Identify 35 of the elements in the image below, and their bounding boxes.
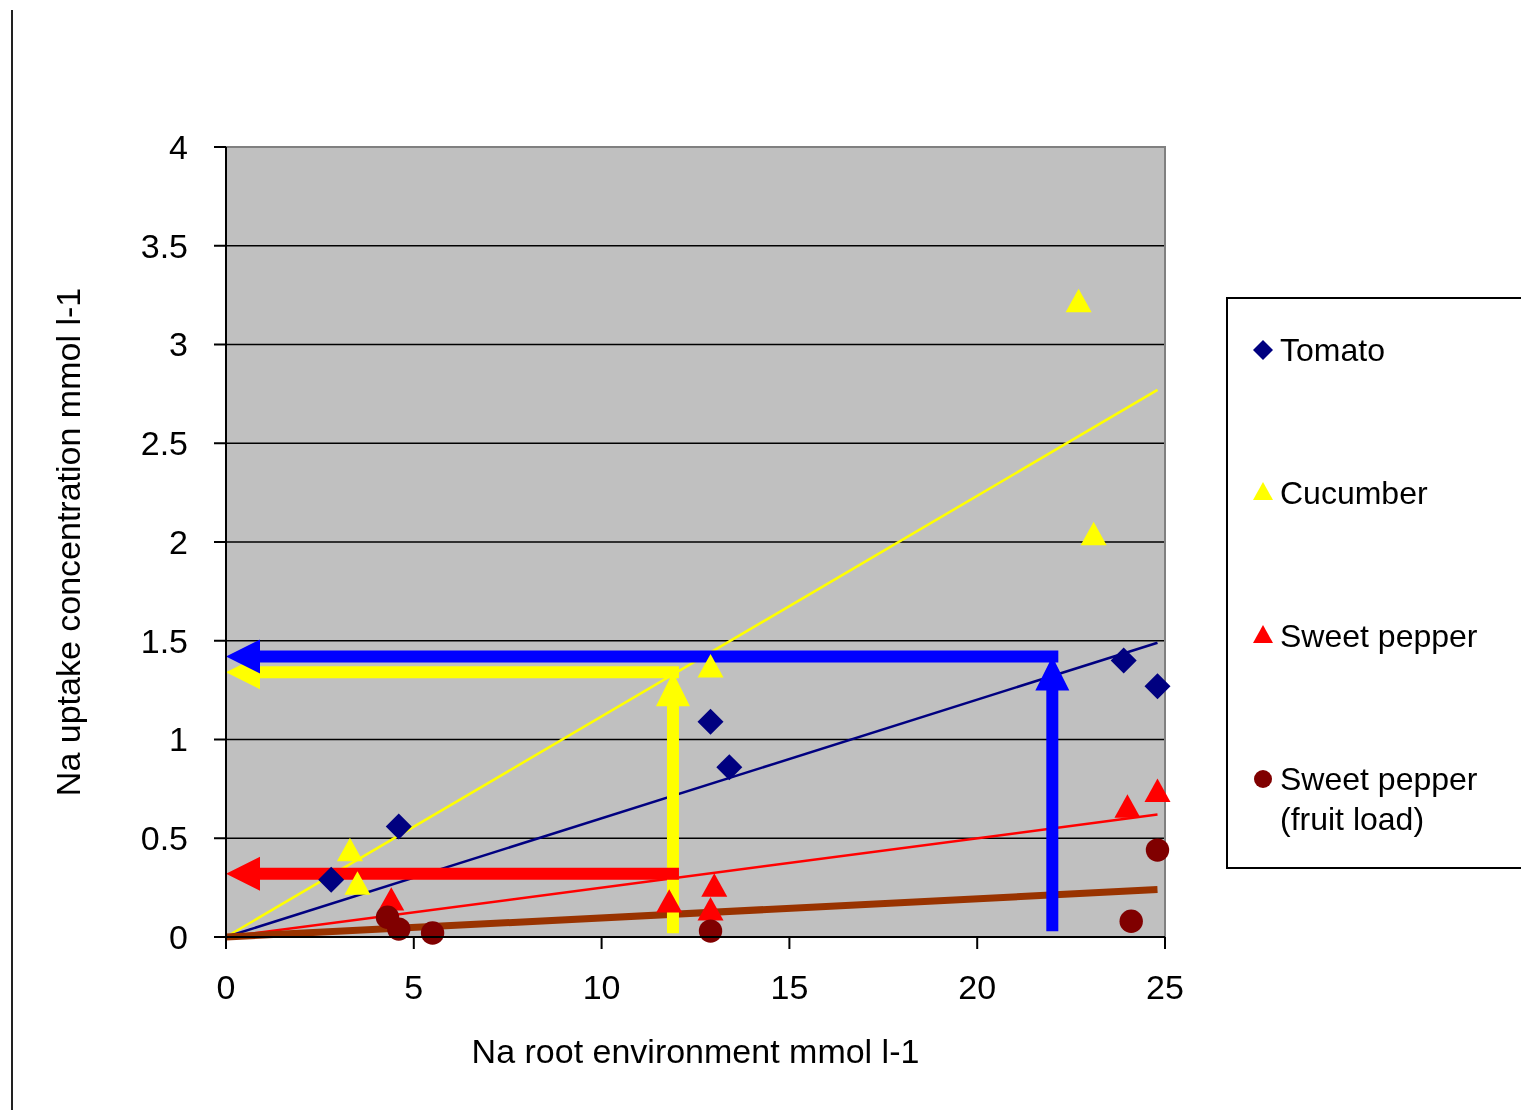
x-tick-label: 15 xyxy=(770,968,809,1006)
point xyxy=(318,866,345,893)
x-tick-label: 10 xyxy=(582,968,621,1006)
point xyxy=(1119,909,1143,933)
y-tick-label: 1.5 xyxy=(140,621,188,660)
x-tick-label: 20 xyxy=(958,968,997,1006)
point xyxy=(1110,647,1137,674)
y-tick-label: 0.5 xyxy=(140,819,188,858)
point xyxy=(716,754,743,781)
x-tick-label: 25 xyxy=(1146,968,1184,1006)
y-tick-label: 2 xyxy=(169,522,188,561)
y-tick-label: 0 xyxy=(169,917,188,956)
point xyxy=(1065,288,1092,313)
legend-label: Sweet pepper (fruit load) xyxy=(1280,761,1478,838)
point xyxy=(387,917,411,941)
legend-label: Sweet pepper xyxy=(1280,618,1478,655)
y-axis-title: Na uptake concentration mmol l-1 xyxy=(49,287,87,797)
y-tick-label: 3.5 xyxy=(140,226,188,265)
x-tick-label: 0 xyxy=(216,968,236,1006)
point xyxy=(698,919,723,943)
point xyxy=(1144,673,1171,700)
point xyxy=(1080,521,1107,546)
y-tick-label: 2.5 xyxy=(140,424,188,463)
legend-label: Tomato xyxy=(1280,332,1385,369)
point xyxy=(697,708,724,735)
point xyxy=(420,921,445,945)
x-tick-label: 5 xyxy=(404,968,424,1006)
point xyxy=(697,654,724,678)
y-tick-label: 3 xyxy=(169,325,188,364)
point xyxy=(385,813,412,840)
point xyxy=(1145,838,1170,862)
y-tick-label: 1 xyxy=(169,720,188,759)
y-tick-label: 4 xyxy=(169,127,188,166)
legend-label: Cucumber xyxy=(1280,475,1428,512)
x-axis-title: Na root environment mmol l-1 xyxy=(471,1032,920,1070)
